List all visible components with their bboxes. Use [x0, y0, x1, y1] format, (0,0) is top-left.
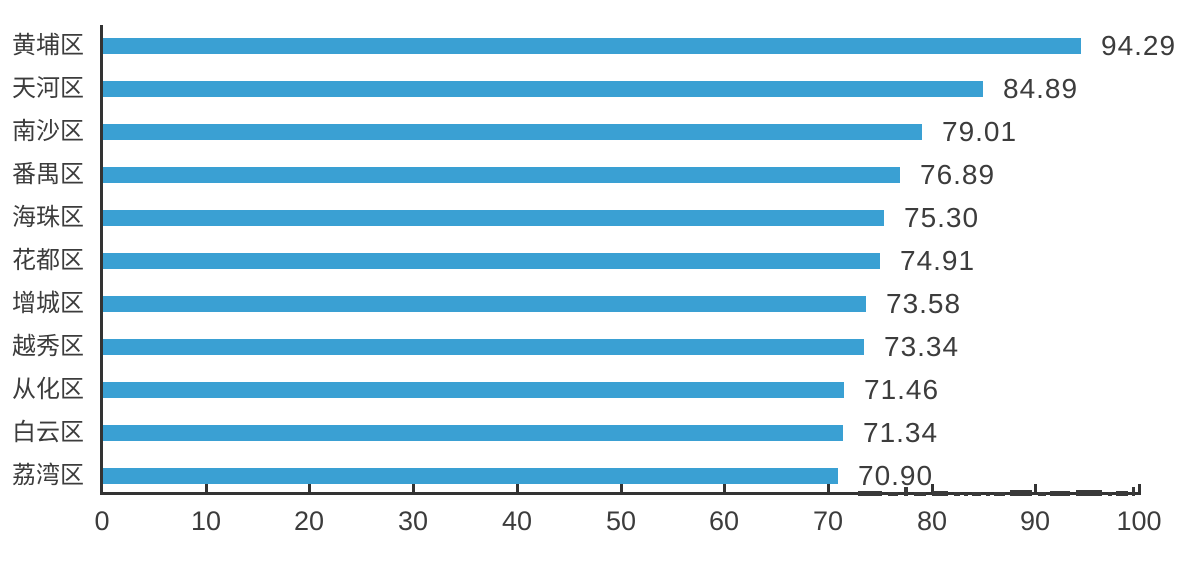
category-label: 天河区	[12, 74, 84, 102]
watermark-fragment	[1010, 490, 1032, 496]
value-label: 71.46	[864, 373, 940, 405]
watermark-fragment	[1108, 492, 1112, 496]
bar	[103, 37, 1081, 54]
category-label: 番禺区	[12, 160, 84, 188]
category-label: 增城区	[12, 289, 84, 317]
value-label: 73.34	[884, 330, 960, 362]
watermark-fragment	[964, 493, 968, 496]
value-label: 84.89	[1003, 72, 1079, 104]
x-tick-mark	[412, 484, 415, 492]
watermark-fragment	[1038, 492, 1046, 496]
x-tick-label: 40	[501, 506, 533, 536]
bar	[103, 338, 864, 355]
bar	[103, 123, 922, 140]
x-tick-label: 100	[1116, 506, 1162, 536]
watermark-fragment	[932, 491, 948, 496]
bar	[103, 80, 983, 97]
bar	[103, 252, 880, 269]
x-tick-mark	[308, 484, 311, 492]
x-tick-label: 60	[708, 506, 740, 536]
watermark-fragment	[904, 487, 908, 496]
x-tick-label: 30	[397, 506, 429, 536]
x-tick-mark	[931, 484, 934, 492]
bar	[103, 295, 866, 312]
x-tick-mark	[205, 484, 208, 492]
watermark-fragment	[1132, 487, 1135, 496]
watermark-fragment	[914, 492, 926, 496]
category-label: 南沙区	[12, 117, 84, 145]
watermark-fragment	[994, 492, 1005, 496]
x-tick-label: 10	[190, 506, 222, 536]
x-tick-label: 20	[293, 506, 325, 536]
x-tick-mark	[1034, 484, 1037, 492]
category-label: 越秀区	[12, 332, 84, 360]
y-axis-line	[100, 25, 103, 495]
watermark-fragment	[1116, 491, 1128, 496]
watermark-fragment	[954, 492, 960, 496]
bar	[103, 467, 838, 484]
watermark-fragment	[888, 492, 898, 496]
category-label: 白云区	[12, 418, 84, 446]
value-label: 94.29	[1101, 29, 1177, 61]
value-label: 74.91	[900, 244, 976, 276]
category-label: 从化区	[12, 375, 84, 403]
x-tick-mark	[1138, 484, 1141, 492]
x-tick-mark	[516, 484, 519, 492]
category-label: 黄埔区	[12, 31, 84, 59]
watermark-fragment	[986, 493, 990, 496]
category-label: 花都区	[12, 246, 84, 274]
x-axis-line	[100, 492, 1141, 495]
value-label: 73.58	[886, 287, 962, 319]
value-label: 79.01	[942, 115, 1018, 147]
value-label: 71.34	[863, 416, 939, 448]
bar	[103, 381, 844, 398]
watermark-fragment	[1076, 490, 1102, 496]
bar	[103, 209, 884, 226]
bar	[103, 166, 900, 183]
category-label: 海珠区	[12, 203, 84, 231]
x-tick-label: 90	[1019, 506, 1051, 536]
clipped-watermark-fragments	[858, 485, 1138, 496]
x-tick-label: 80	[916, 506, 948, 536]
x-tick-mark	[723, 484, 726, 492]
watermark-fragment	[972, 492, 981, 496]
category-label: 荔湾区	[12, 461, 84, 489]
value-label: 70.90	[858, 459, 934, 491]
x-tick-mark	[827, 484, 830, 492]
value-label: 75.30	[904, 201, 980, 233]
x-tick-mark	[620, 484, 623, 492]
x-tick-label: 70	[812, 506, 844, 536]
watermark-fragment	[858, 491, 882, 496]
x-tick-label: 0	[94, 506, 110, 536]
watermark-fragment	[1050, 491, 1070, 496]
x-tick-label: 50	[605, 506, 637, 536]
value-label: 76.89	[920, 158, 996, 190]
bar	[103, 424, 843, 441]
